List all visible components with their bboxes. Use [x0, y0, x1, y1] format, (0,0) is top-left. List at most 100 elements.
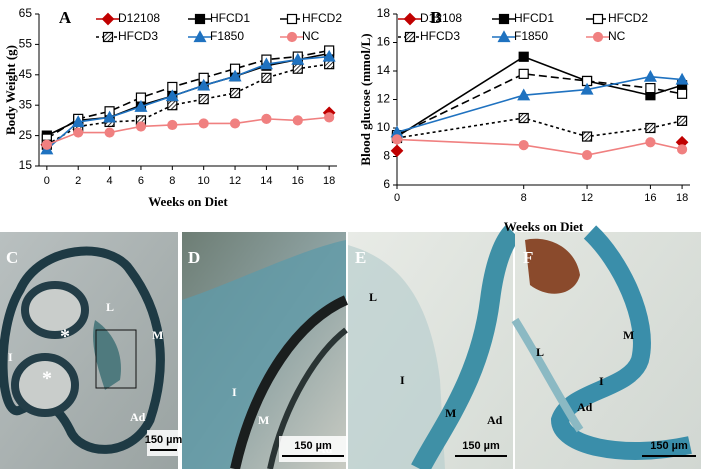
- panel-f-image: [511, 225, 701, 469]
- x-tick-label: 16: [292, 175, 304, 187]
- marker: [645, 82, 656, 94]
- y-tick-label: 65: [19, 6, 33, 20]
- y-tick-label: 45: [19, 67, 33, 81]
- legend-marker: [498, 13, 510, 25]
- annotation: *: [60, 326, 70, 348]
- marker: [645, 122, 656, 134]
- legend-label: NC: [608, 29, 626, 43]
- y-axis-title: Blood glucose (mmol/L): [358, 33, 373, 165]
- x-tick-label: 8: [521, 192, 527, 204]
- annotation: I: [400, 373, 405, 387]
- marker: [675, 72, 689, 85]
- series-line: [396, 55, 683, 138]
- x-tick-label: 6: [138, 175, 144, 187]
- marker: [292, 63, 303, 74]
- series-line: [396, 117, 683, 139]
- marker: [71, 115, 85, 128]
- legend-marker: [286, 13, 298, 25]
- legend-label: HFCD3: [420, 29, 460, 43]
- marker: [518, 68, 529, 79]
- annotation: Ad: [130, 410, 146, 424]
- x-axis-title: Weeks on Diet: [148, 194, 228, 209]
- y-tick-label: 14: [377, 63, 391, 77]
- scale-bar-background: [279, 436, 347, 462]
- legend-marker: [497, 30, 511, 43]
- legend-label: D12108: [420, 11, 462, 25]
- marker: [197, 78, 211, 91]
- annotation: M: [258, 413, 269, 427]
- marker: [135, 121, 147, 132]
- marker: [229, 118, 241, 129]
- scale-bar-label: 150 µm: [145, 434, 183, 446]
- marker: [229, 87, 241, 99]
- annotation: *: [42, 368, 52, 390]
- legend-label: HFCD2: [302, 11, 342, 25]
- marker: [167, 119, 178, 131]
- panel-d-image: [182, 232, 349, 469]
- y-tick-label: 55: [19, 37, 33, 51]
- y-tick-label: 25: [19, 128, 33, 142]
- series-line: [396, 138, 683, 156]
- marker: [134, 99, 148, 112]
- x-tick-label: 10: [198, 175, 210, 187]
- x-tick-label: 0: [394, 192, 400, 204]
- y-tick-label: 12: [377, 92, 391, 106]
- x-tick-label: 8: [169, 175, 175, 187]
- series-line: [46, 49, 330, 140]
- legend-marker: [286, 31, 298, 43]
- x-tick-label: 12: [581, 192, 593, 204]
- panel-label: B: [430, 8, 441, 27]
- y-tick-label: 16: [377, 35, 391, 49]
- legend-label: HFCD1: [514, 11, 554, 25]
- panel-e-image: [348, 224, 521, 469]
- legend-marker: [102, 31, 114, 43]
- marker: [322, 49, 336, 62]
- legend-marker: [592, 13, 604, 25]
- y-tick-label: 6: [383, 177, 390, 191]
- marker: [292, 115, 303, 126]
- panel-label: C: [6, 248, 18, 267]
- marker: [676, 115, 688, 126]
- x-tick-label: 2: [75, 175, 81, 187]
- x-tick-label: 18: [323, 175, 335, 187]
- series-line: [46, 55, 330, 150]
- marker: [581, 131, 593, 142]
- marker: [261, 72, 272, 83]
- annotation: Ad: [487, 413, 503, 427]
- legend-label: D12108: [118, 11, 160, 25]
- y-tick-label: 10: [377, 120, 391, 134]
- legend-marker: [404, 31, 416, 43]
- y-axis-title: Body Weight (g): [3, 45, 18, 135]
- marker: [581, 149, 593, 161]
- marker: [518, 140, 529, 151]
- y-tick-label: 18: [377, 6, 391, 20]
- marker: [198, 94, 209, 105]
- annotation: M: [152, 328, 163, 342]
- x-tick-label: 0: [44, 175, 50, 187]
- series-line: [46, 52, 330, 137]
- x-tick-label: 14: [260, 175, 272, 187]
- annotation: Ad: [577, 400, 593, 414]
- marker: [391, 134, 403, 145]
- series-line: [46, 63, 330, 146]
- x-tick-label: 16: [644, 192, 656, 204]
- marker: [580, 82, 594, 95]
- annotation: I: [232, 385, 237, 399]
- y-tick-label: 15: [19, 158, 33, 172]
- legend-label: F1850: [514, 29, 548, 43]
- legend-label: HFCD2: [608, 11, 648, 25]
- marker: [104, 127, 115, 138]
- panel-label: A: [59, 8, 72, 27]
- legend-marker: [403, 12, 417, 26]
- x-axis-title: Weeks on Diet: [504, 219, 584, 234]
- legend-marker: [101, 12, 115, 26]
- legend-label: HFCD3: [118, 29, 158, 43]
- marker: [228, 69, 242, 82]
- panel-label: D: [188, 248, 200, 267]
- marker: [261, 113, 272, 124]
- marker: [103, 110, 117, 123]
- legend-marker: [592, 31, 604, 43]
- marker: [518, 112, 529, 124]
- legend-label: NC: [302, 29, 320, 43]
